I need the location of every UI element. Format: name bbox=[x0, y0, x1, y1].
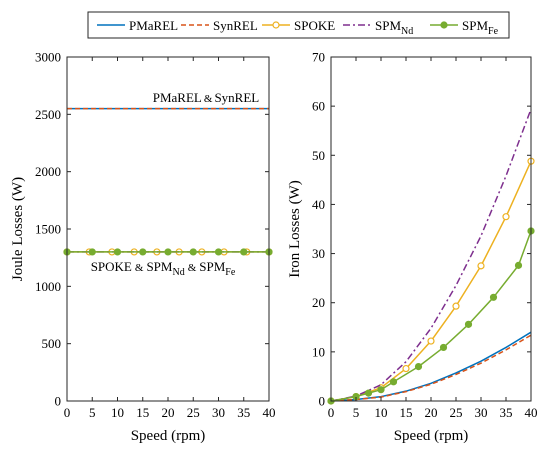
iron-ytick-label: 10 bbox=[312, 344, 325, 359]
joule-plot-area: 0 5 10 15 20 25 30 35 40 0 500 1000 1500 2000 2500 3000 bbox=[35, 50, 276, 421]
iron-ytick-label: 0 bbox=[319, 394, 326, 409]
joule-series-spm-fe-point bbox=[139, 248, 147, 256]
iron-series-spm-fe-point bbox=[439, 343, 448, 352]
iron-series-spm-fe-line bbox=[330, 230, 532, 402]
legend-label-spoke: SPOKE bbox=[294, 18, 335, 33]
iron-xtick-label: 30 bbox=[475, 405, 488, 420]
iron-series-spm-fe-point bbox=[414, 363, 423, 371]
joule-series-spm-fe-point bbox=[88, 248, 96, 256]
iron-series-spm-fe-point bbox=[489, 293, 498, 301]
joule-ytick-label: 3000 bbox=[35, 50, 61, 65]
joule-losses-panel: Joule Losses (W) Speed (rpm) 0 5 10 15 20 25 3… bbox=[10, 50, 276, 445]
joule-series-spm-fe-point bbox=[189, 248, 197, 256]
joule-xtick-label: 20 bbox=[162, 405, 175, 420]
iron-losses-panel: Iron Losses (W) Speed (rpm) 0 5 10 15 20 25 30… bbox=[287, 50, 538, 445]
iron-series-spoke-point bbox=[402, 364, 410, 373]
iron-ylabel: Iron Losses (W) bbox=[287, 180, 303, 277]
iron-plot-area: 0 5 10 15 20 25 30 35 40 0 10 20 30 40 50 60 70 bbox=[312, 50, 538, 421]
iron-ytick-label: 60 bbox=[312, 99, 325, 114]
annotation-pmarel-synrel: PMaREL & SynREL bbox=[153, 90, 260, 105]
joule-xtick-label: 10 bbox=[111, 405, 124, 420]
iron-ytick-label: 30 bbox=[312, 246, 325, 261]
iron-ytick-label: 70 bbox=[312, 50, 325, 65]
joule-ylabel: Joule Losses (W) bbox=[10, 177, 26, 281]
iron-xtick-label: 25 bbox=[450, 405, 463, 420]
legend-label-synrel: SynREL bbox=[213, 18, 258, 33]
joule-xtick-label: 35 bbox=[237, 405, 250, 420]
legend-item-pmarel: PMaREL bbox=[97, 18, 178, 33]
joule-ytick-label: 2500 bbox=[35, 107, 61, 122]
iron-series-spoke-point bbox=[452, 302, 460, 310]
iron-xtick-label: 5 bbox=[353, 405, 360, 420]
legend-label-spm-fe: SPMFe bbox=[462, 18, 499, 37]
iron-xtick-label: 15 bbox=[400, 405, 413, 420]
joule-ytick-label: 2000 bbox=[35, 164, 61, 179]
iron-series-spm-fe-point bbox=[377, 386, 385, 394]
iron-xlabel: Speed (rpm) bbox=[394, 428, 469, 444]
joule-ytick-label: 1500 bbox=[35, 222, 61, 237]
legend-marker-spm-fe bbox=[440, 21, 448, 29]
joule-xtick-label: 5 bbox=[89, 405, 96, 420]
iron-ytick-label: 40 bbox=[312, 197, 325, 212]
legend-label-pmarel: PMaREL bbox=[129, 18, 178, 33]
joule-ytick-label: 1000 bbox=[35, 279, 61, 294]
iron-xtick-label: 10 bbox=[375, 405, 388, 420]
joule-ytick-label: 500 bbox=[42, 336, 62, 351]
iron-series-synrel-line bbox=[330, 334, 532, 402]
iron-series-spm-fe-point bbox=[464, 320, 473, 328]
joule-xtick-label: 15 bbox=[136, 405, 149, 420]
joule-series-spm-fe-point bbox=[214, 248, 223, 256]
joule-series-spm-fe-point bbox=[240, 248, 248, 256]
annotation-spoke-spm: SPOKE & SPMNd & SPMFe bbox=[91, 259, 236, 278]
iron-series-spm-fe-point bbox=[389, 378, 398, 386]
legend-item-synrel: SynREL bbox=[181, 18, 258, 33]
iron-series-spoke-point bbox=[502, 213, 510, 221]
legend-item-spm-nd: SPMNd bbox=[343, 18, 413, 37]
legend-label-spm-nd: SPMNd bbox=[375, 18, 413, 37]
iron-xtick-label: 35 bbox=[500, 405, 513, 420]
iron-series-spoke-point bbox=[477, 262, 485, 270]
iron-series-spoke-point bbox=[427, 337, 435, 345]
legend-marker-spoke bbox=[272, 21, 280, 29]
iron-series-spoke-line bbox=[330, 160, 532, 402]
iron-xtick-label: 0 bbox=[328, 405, 335, 420]
joule-xtick-label: 25 bbox=[187, 405, 200, 420]
iron-series-spm-fe-point bbox=[364, 389, 373, 397]
joule-xlabel: Speed (rpm) bbox=[131, 428, 206, 444]
joule-xtick-label: 40 bbox=[263, 405, 276, 420]
iron-xtick-label: 20 bbox=[425, 405, 438, 420]
legend-item-spoke: SPOKE bbox=[262, 18, 335, 33]
iron-xtick-label: 40 bbox=[525, 405, 538, 420]
legend: PMaREL SynREL SPOKE SPMNd SPMFe bbox=[87, 11, 510, 39]
joule-xtick-label: 0 bbox=[64, 405, 71, 420]
joule-xtick-label: 30 bbox=[212, 405, 225, 420]
joule-ytick-label: 0 bbox=[55, 394, 62, 409]
iron-series-spm-nd-line bbox=[330, 108, 532, 402]
iron-ytick-label: 20 bbox=[312, 295, 325, 310]
iron-ytick-label: 50 bbox=[312, 148, 325, 163]
legend-item-spm-fe: SPMFe bbox=[430, 18, 499, 37]
joule-series-spm-fe-point bbox=[113, 248, 122, 256]
joule-series-spm-fe-point bbox=[164, 248, 172, 256]
iron-series-spm-fe-point bbox=[514, 261, 523, 269]
